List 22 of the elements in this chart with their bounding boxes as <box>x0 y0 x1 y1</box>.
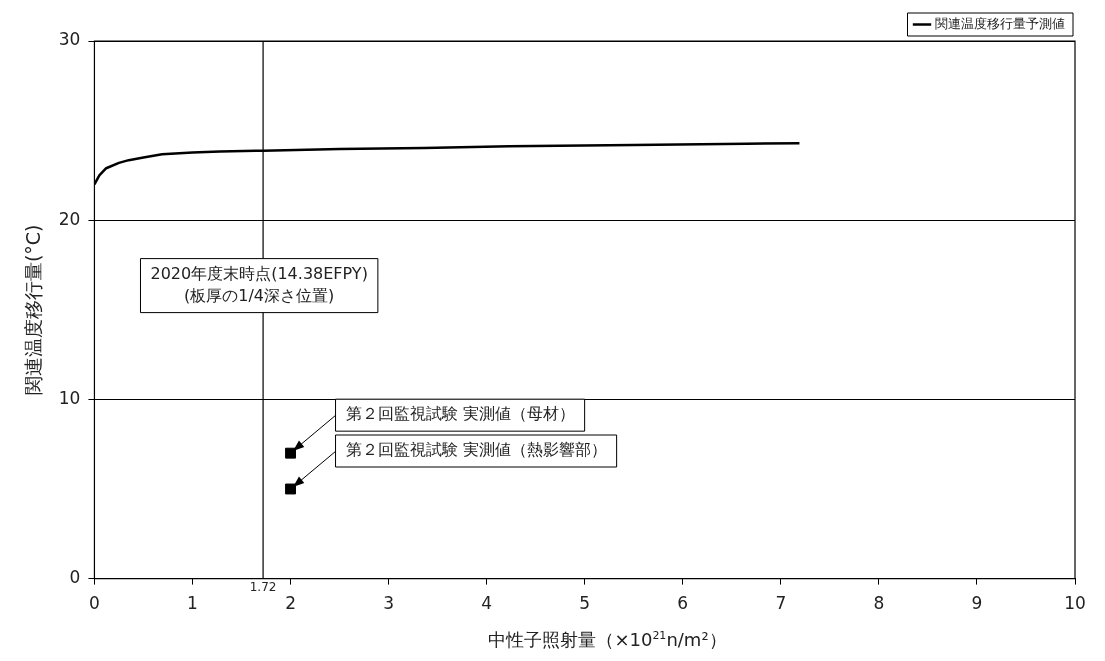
x-tick-label: 6 <box>677 593 689 614</box>
legend-label: 関連温度移行量予測値 <box>935 15 1065 31</box>
annotation: 第２回監視試験 実測値（母材） <box>345 404 575 424</box>
annotation: 第２回監視試験 実測値（熱影響部） <box>345 440 607 460</box>
x-tick-label: 10 <box>1064 593 1086 614</box>
x-axis-title: 中性子照射量（×10$^{21}$n/m²） <box>487 628 728 652</box>
x-tick-label: 3 <box>383 593 395 614</box>
x-tick-label: 4 <box>481 593 493 614</box>
y-tick-label: 0 <box>69 567 81 588</box>
y-axis-title: 関連温度移行量(°C) <box>22 224 45 396</box>
y-tick-label: 10 <box>58 387 81 408</box>
ref-line-label: 1.72 <box>249 579 277 594</box>
annotation: 2020年度末時点(14.38EFPY) (板厚の1/4深さ位置) <box>150 263 368 305</box>
x-tick-label: 8 <box>873 593 885 614</box>
x-tick-label: 9 <box>971 593 983 614</box>
x-tick-label: 1 <box>187 593 198 614</box>
x-tick-label: 5 <box>579 593 591 614</box>
x-tick-label: 7 <box>775 593 787 614</box>
y-tick-label: 20 <box>58 208 81 229</box>
x-tick-label: 0 <box>89 593 100 614</box>
x-tick-label: 2 <box>285 593 296 614</box>
y-tick-label: 30 <box>58 29 81 50</box>
